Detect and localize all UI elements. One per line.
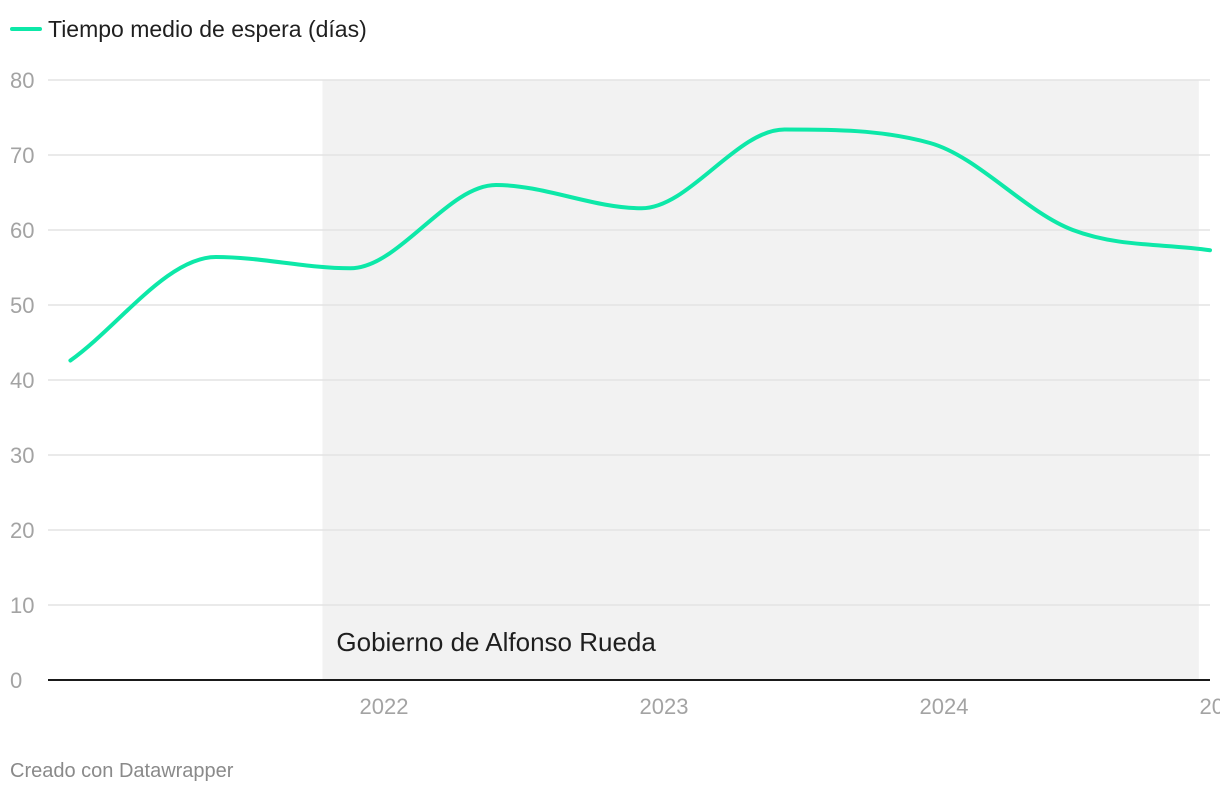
series-line-tiempo-medio (68, 127, 1212, 363)
x-tick-label: 2022 (360, 694, 409, 719)
gridlines (48, 79, 1210, 606)
x-tick-label: 2024 (920, 694, 969, 719)
footer-credit: Creado con Datawrapper (10, 760, 234, 782)
y-tick-label: 20 (10, 518, 34, 543)
y-tick-label: 10 (10, 593, 34, 618)
x-tick-label: 2023 (640, 694, 689, 719)
y-tick-label: 60 (10, 218, 34, 243)
y-tick-label: 50 (10, 293, 34, 318)
y-tick-label: 40 (10, 368, 34, 393)
x-tick-label: 2025 (1200, 694, 1220, 719)
y-tick-label: 30 (10, 443, 34, 468)
y-tick-label: 0 (10, 668, 22, 693)
y-axis: 0 10 20 30 40 50 60 70 80 (10, 68, 34, 693)
legend-label: Tiempo medio de espera (días) (48, 16, 367, 42)
annotation-label: Gobierno de Alfonso Rueda (336, 627, 656, 657)
x-axis: 2022 2023 2024 2025 (360, 694, 1220, 719)
y-tick-label: 80 (10, 68, 34, 93)
legend: Tiempo medio de espera (días) (10, 16, 367, 42)
y-tick-label: 70 (10, 143, 34, 168)
